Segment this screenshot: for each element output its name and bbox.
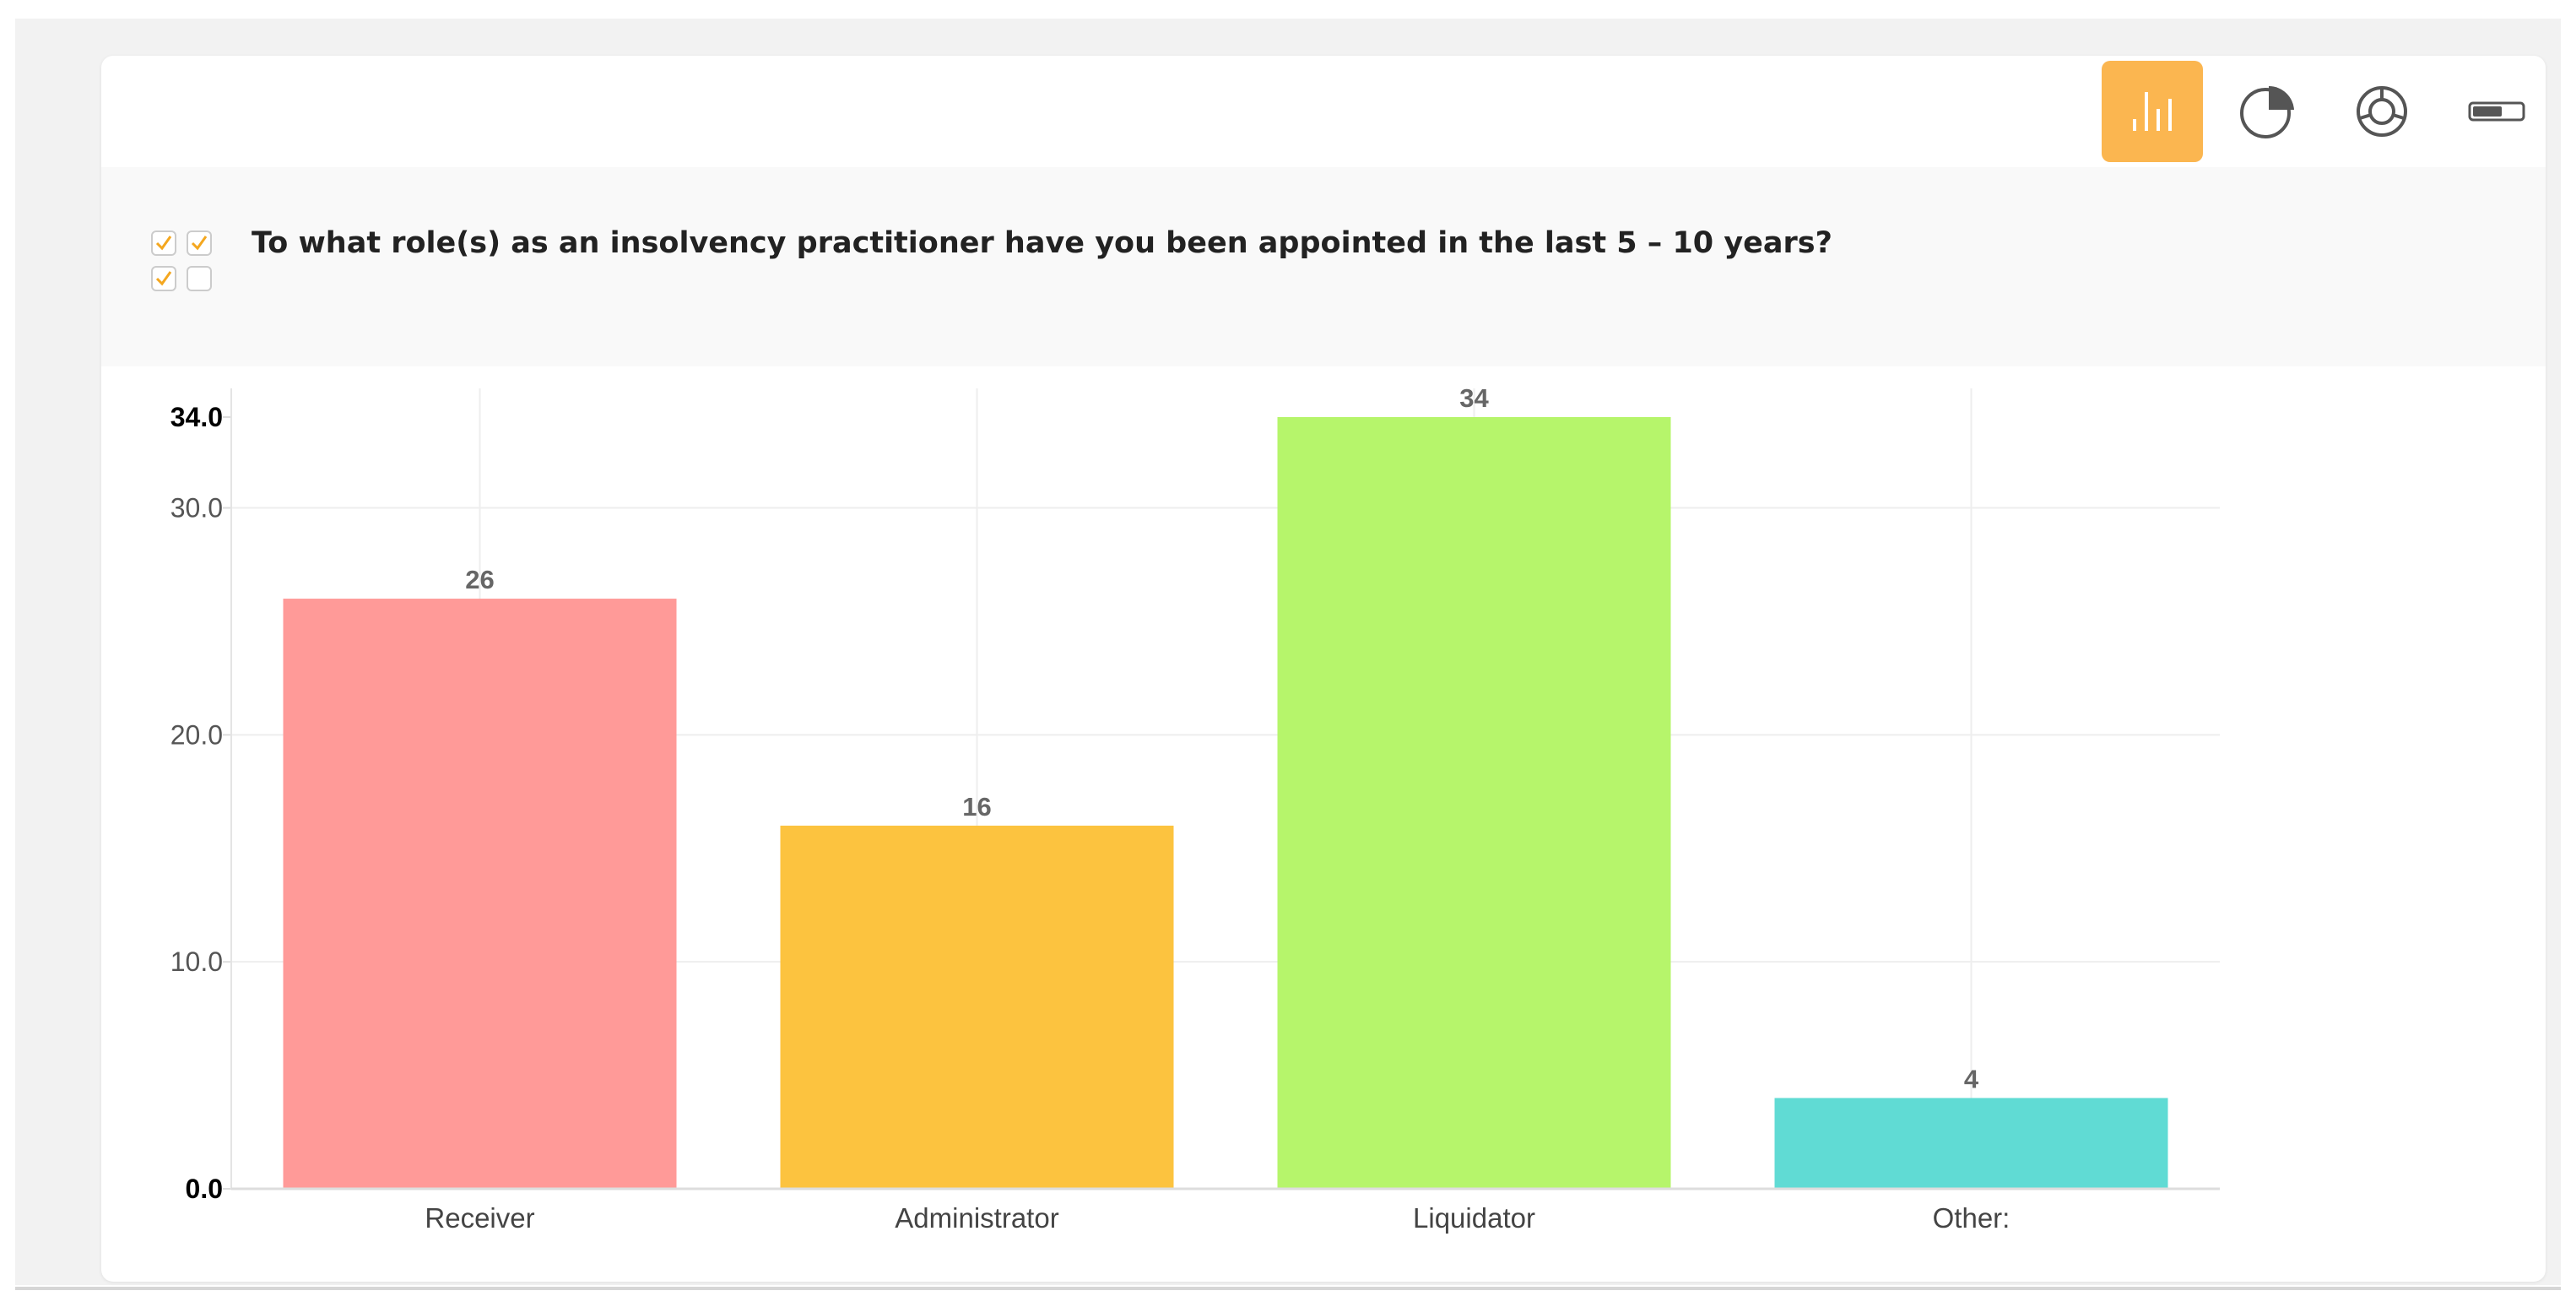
x-tick-label: Receiver xyxy=(425,1202,534,1234)
pie-chart-icon xyxy=(2240,85,2294,138)
chart-type-toolbar xyxy=(2102,61,2541,162)
bar-value-label: 4 xyxy=(1964,1064,1979,1093)
y-tick-label: 0.0 xyxy=(186,1174,223,1204)
x-tick-label: Liquidator xyxy=(1413,1202,1535,1234)
bar-value-label: 26 xyxy=(465,565,494,594)
y-tick-label: 30.0 xyxy=(170,493,223,523)
bar-value-label: 16 xyxy=(962,792,991,822)
question-header: To what role(s) as an insolvency practit… xyxy=(101,167,2546,366)
bar xyxy=(283,599,677,1189)
bar-chart-button[interactable] xyxy=(2102,61,2203,162)
x-tick-label: Other: xyxy=(1933,1202,2010,1234)
toggle-button[interactable] xyxy=(2446,61,2547,162)
bar-value-label: 34 xyxy=(1459,383,1489,413)
bar xyxy=(780,825,1174,1189)
donut-chart-icon xyxy=(2357,86,2407,137)
bottom-divider xyxy=(15,1287,2561,1290)
y-tick-label: 34.0 xyxy=(170,402,223,432)
x-tick-label: Administrator xyxy=(895,1202,1058,1234)
question-title: To what role(s) as an insolvency practit… xyxy=(252,226,1832,260)
bar xyxy=(1774,1098,2168,1189)
bar-chart-icon xyxy=(2133,92,2172,131)
checkbox-multiple-icon xyxy=(151,230,212,291)
pie-chart-button[interactable] xyxy=(2216,61,2318,162)
toggle-icon xyxy=(2468,101,2525,122)
y-tick-label: 10.0 xyxy=(170,946,223,977)
bar xyxy=(1277,417,1671,1189)
y-tick-label: 20.0 xyxy=(170,719,223,750)
donut-chart-button[interactable] xyxy=(2331,61,2433,162)
